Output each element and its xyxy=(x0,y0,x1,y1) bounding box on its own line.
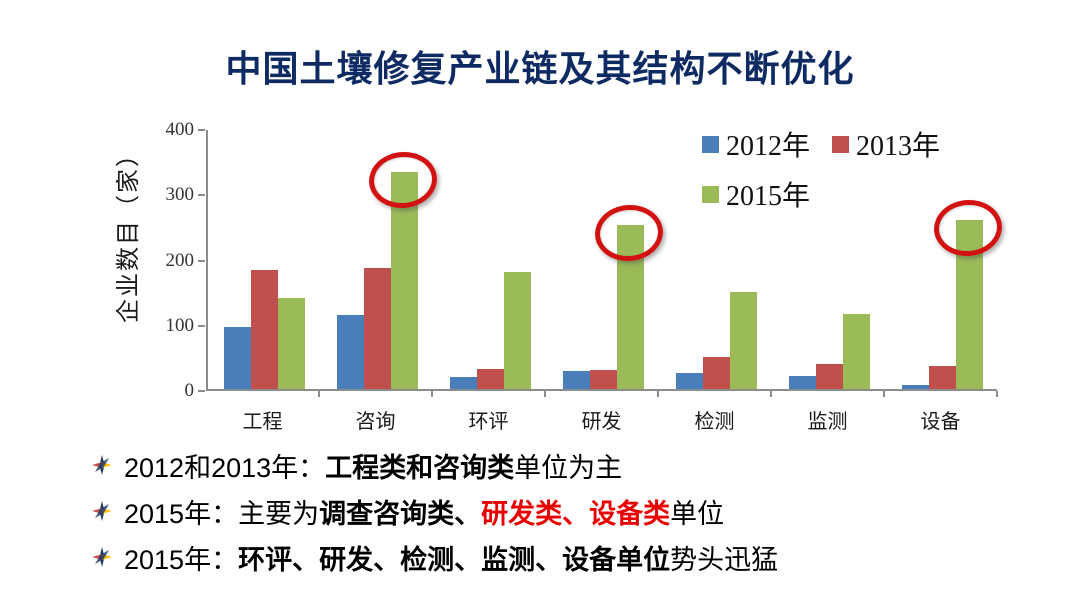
y-tick-label: 100 xyxy=(165,314,195,336)
bar-2013年-监测 xyxy=(816,364,843,389)
legend-label: 2015年 xyxy=(726,181,811,212)
x-tick-mark xyxy=(770,391,772,397)
x-category-label: 监测 xyxy=(807,411,848,433)
legend-swatch-icon xyxy=(832,135,850,153)
bullet-text-segment: 单位为主 xyxy=(514,452,623,483)
y-tick-label: 200 xyxy=(165,249,195,271)
bar-2015年-监测 xyxy=(843,313,870,389)
chart-legend: 2012年 2013年 2015年 xyxy=(702,124,982,214)
bar-2012年-咨询 xyxy=(337,314,364,389)
legend-item-2015年: 2015年 xyxy=(702,174,810,214)
bar-2013年-设备 xyxy=(929,366,956,389)
bullet-text-segment: 2012和2013年： xyxy=(124,452,326,483)
bar-2015年-工程 xyxy=(278,297,305,389)
bullet-text-segment: 环评、研发、检测、监测、设备单位 xyxy=(238,544,671,575)
y-tick-mark xyxy=(198,324,205,327)
bar-2013年-检测 xyxy=(703,357,730,389)
x-category-label: 工程 xyxy=(242,411,283,433)
x-tick-mark xyxy=(996,391,998,397)
bullet-text-segment: 研发类、设备类 xyxy=(481,498,671,529)
bar-2015年-设备 xyxy=(956,220,983,389)
x-category-label: 咨询 xyxy=(355,411,396,433)
legend-item-2012年: 2012年 xyxy=(702,124,810,164)
y-tick-mark xyxy=(198,390,205,392)
x-tick-mark xyxy=(318,391,320,397)
x-category-label: 检测 xyxy=(694,411,735,433)
x-category-label: 研发 xyxy=(581,411,622,433)
plot-area xyxy=(206,130,997,391)
bar-2012年-设备 xyxy=(902,385,929,389)
legend-label: 2013年 xyxy=(856,131,941,162)
x-tick-mark xyxy=(544,391,546,397)
bullet-text-segment: 势头迅猛 xyxy=(670,544,779,575)
x-category-label: 设备 xyxy=(920,411,961,433)
bullet-list: 2012和2013年： 工程类和咨询类 单位为主 2015年：主要为 调查咨询类、 研发类… xyxy=(92,442,778,580)
star-bullet-icon xyxy=(92,455,112,475)
x-tick-mark xyxy=(883,391,885,397)
bar-2013年-咨询 xyxy=(364,267,391,389)
y-tick-label: 300 xyxy=(165,184,195,206)
bar-2012年-环评 xyxy=(450,377,477,389)
bar-2015年-研发 xyxy=(617,224,644,389)
bar-2015年-咨询 xyxy=(391,171,418,389)
bar-2013年-环评 xyxy=(477,368,504,389)
star-bullet-icon xyxy=(92,547,112,567)
y-tick-mark xyxy=(198,129,205,131)
bar-2012年-工程 xyxy=(224,327,251,389)
bar-2012年-检测 xyxy=(676,373,703,389)
legend-item-2013年: 2013年 xyxy=(832,124,940,164)
bar-2015年-检测 xyxy=(730,291,757,389)
bullet-text-segment: 2015年：主要为 xyxy=(124,498,320,529)
bullet-item: 2012和2013年： 工程类和咨询类 单位为主 xyxy=(92,442,778,488)
bar-2012年-监测 xyxy=(789,375,816,389)
legend-swatch-icon xyxy=(702,135,719,153)
legend-swatch-icon xyxy=(702,185,719,203)
bar-2012年-研发 xyxy=(563,370,590,389)
bullet-item: 2015年： 环评、研发、检测、监测、设备单位 势头迅猛 xyxy=(92,534,778,580)
bullet-item: 2015年：主要为 调查咨询类、 研发类、设备类 单位 xyxy=(92,488,778,534)
bullet-text-segment: 调查咨询类、 xyxy=(319,498,482,529)
y-tick-mark xyxy=(198,259,205,262)
page-title: 中国土壤修复产业链及其结构不断优化 xyxy=(225,48,855,89)
x-category-label: 环评 xyxy=(468,411,509,433)
x-tick-mark xyxy=(431,391,433,397)
bullet-text-segment: 工程类和咨询类 xyxy=(325,452,515,483)
star-bullet-icon xyxy=(92,501,112,521)
y-tick-label: 400 xyxy=(165,119,195,140)
y-tick-mark xyxy=(198,194,205,197)
y-tick-label: 0 xyxy=(184,380,195,401)
bar-2013年-研发 xyxy=(590,370,617,389)
x-tick-mark xyxy=(657,391,659,397)
bar-2013年-工程 xyxy=(251,269,278,389)
y-axis-label: 企业数目（家） xyxy=(115,141,142,323)
bullet-text-segment: 单位 xyxy=(670,498,725,529)
legend-label: 2012年 xyxy=(726,131,811,162)
bar-2015年-环评 xyxy=(504,271,531,389)
bullet-text-segment: 2015年： xyxy=(124,544,239,575)
